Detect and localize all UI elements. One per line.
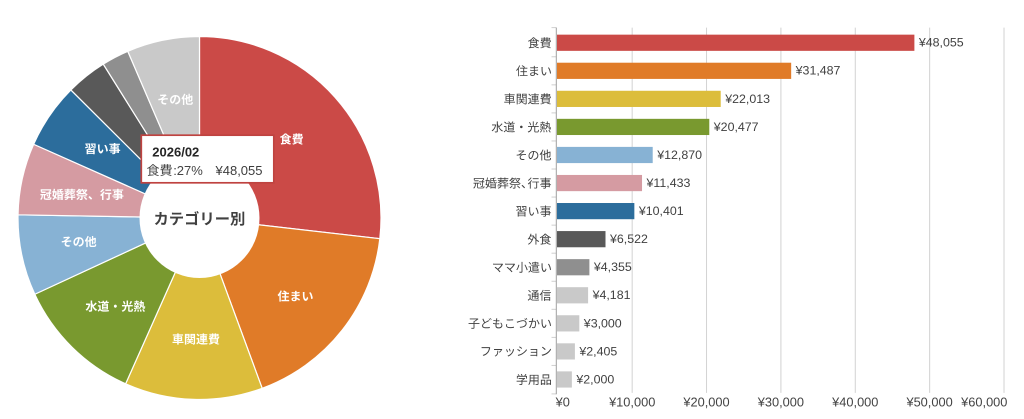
svg-text:¥20,477: ¥20,477 — [713, 120, 759, 134]
svg-text:¥0: ¥0 — [555, 394, 570, 409]
svg-text:¥50,000: ¥50,000 — [905, 394, 952, 409]
svg-text:¥10,000: ¥10,000 — [608, 394, 655, 409]
svg-text:¥12,870: ¥12,870 — [656, 148, 702, 162]
svg-text:¥10,401: ¥10,401 — [638, 204, 684, 218]
svg-text:¥31,487: ¥31,487 — [795, 64, 841, 78]
svg-text:¥4,181: ¥4,181 — [592, 288, 631, 302]
svg-text:¥30,000: ¥30,000 — [757, 394, 804, 409]
svg-text:¥40,000: ¥40,000 — [831, 394, 878, 409]
svg-text:¥4,355: ¥4,355 — [593, 260, 632, 274]
svg-text:¥2,405: ¥2,405 — [578, 344, 617, 358]
svg-text:¥2,000: ¥2,000 — [575, 372, 614, 386]
svg-text:¥22,013: ¥22,013 — [724, 92, 770, 106]
svg-text::27%: :27% — [173, 163, 203, 178]
svg-text:2026/02: 2026/02 — [152, 145, 199, 160]
svg-text:¥11,433: ¥11,433 — [646, 176, 691, 190]
svg-text:¥60,000: ¥60,000 — [960, 394, 1007, 409]
svg-text:¥20,000: ¥20,000 — [682, 394, 729, 409]
svg-text:¥48,055: ¥48,055 — [215, 163, 263, 178]
svg-text:¥48,055: ¥48,055 — [918, 36, 964, 50]
svg-text:¥3,000: ¥3,000 — [583, 316, 622, 330]
svg-text:¥6,522: ¥6,522 — [609, 232, 648, 246]
